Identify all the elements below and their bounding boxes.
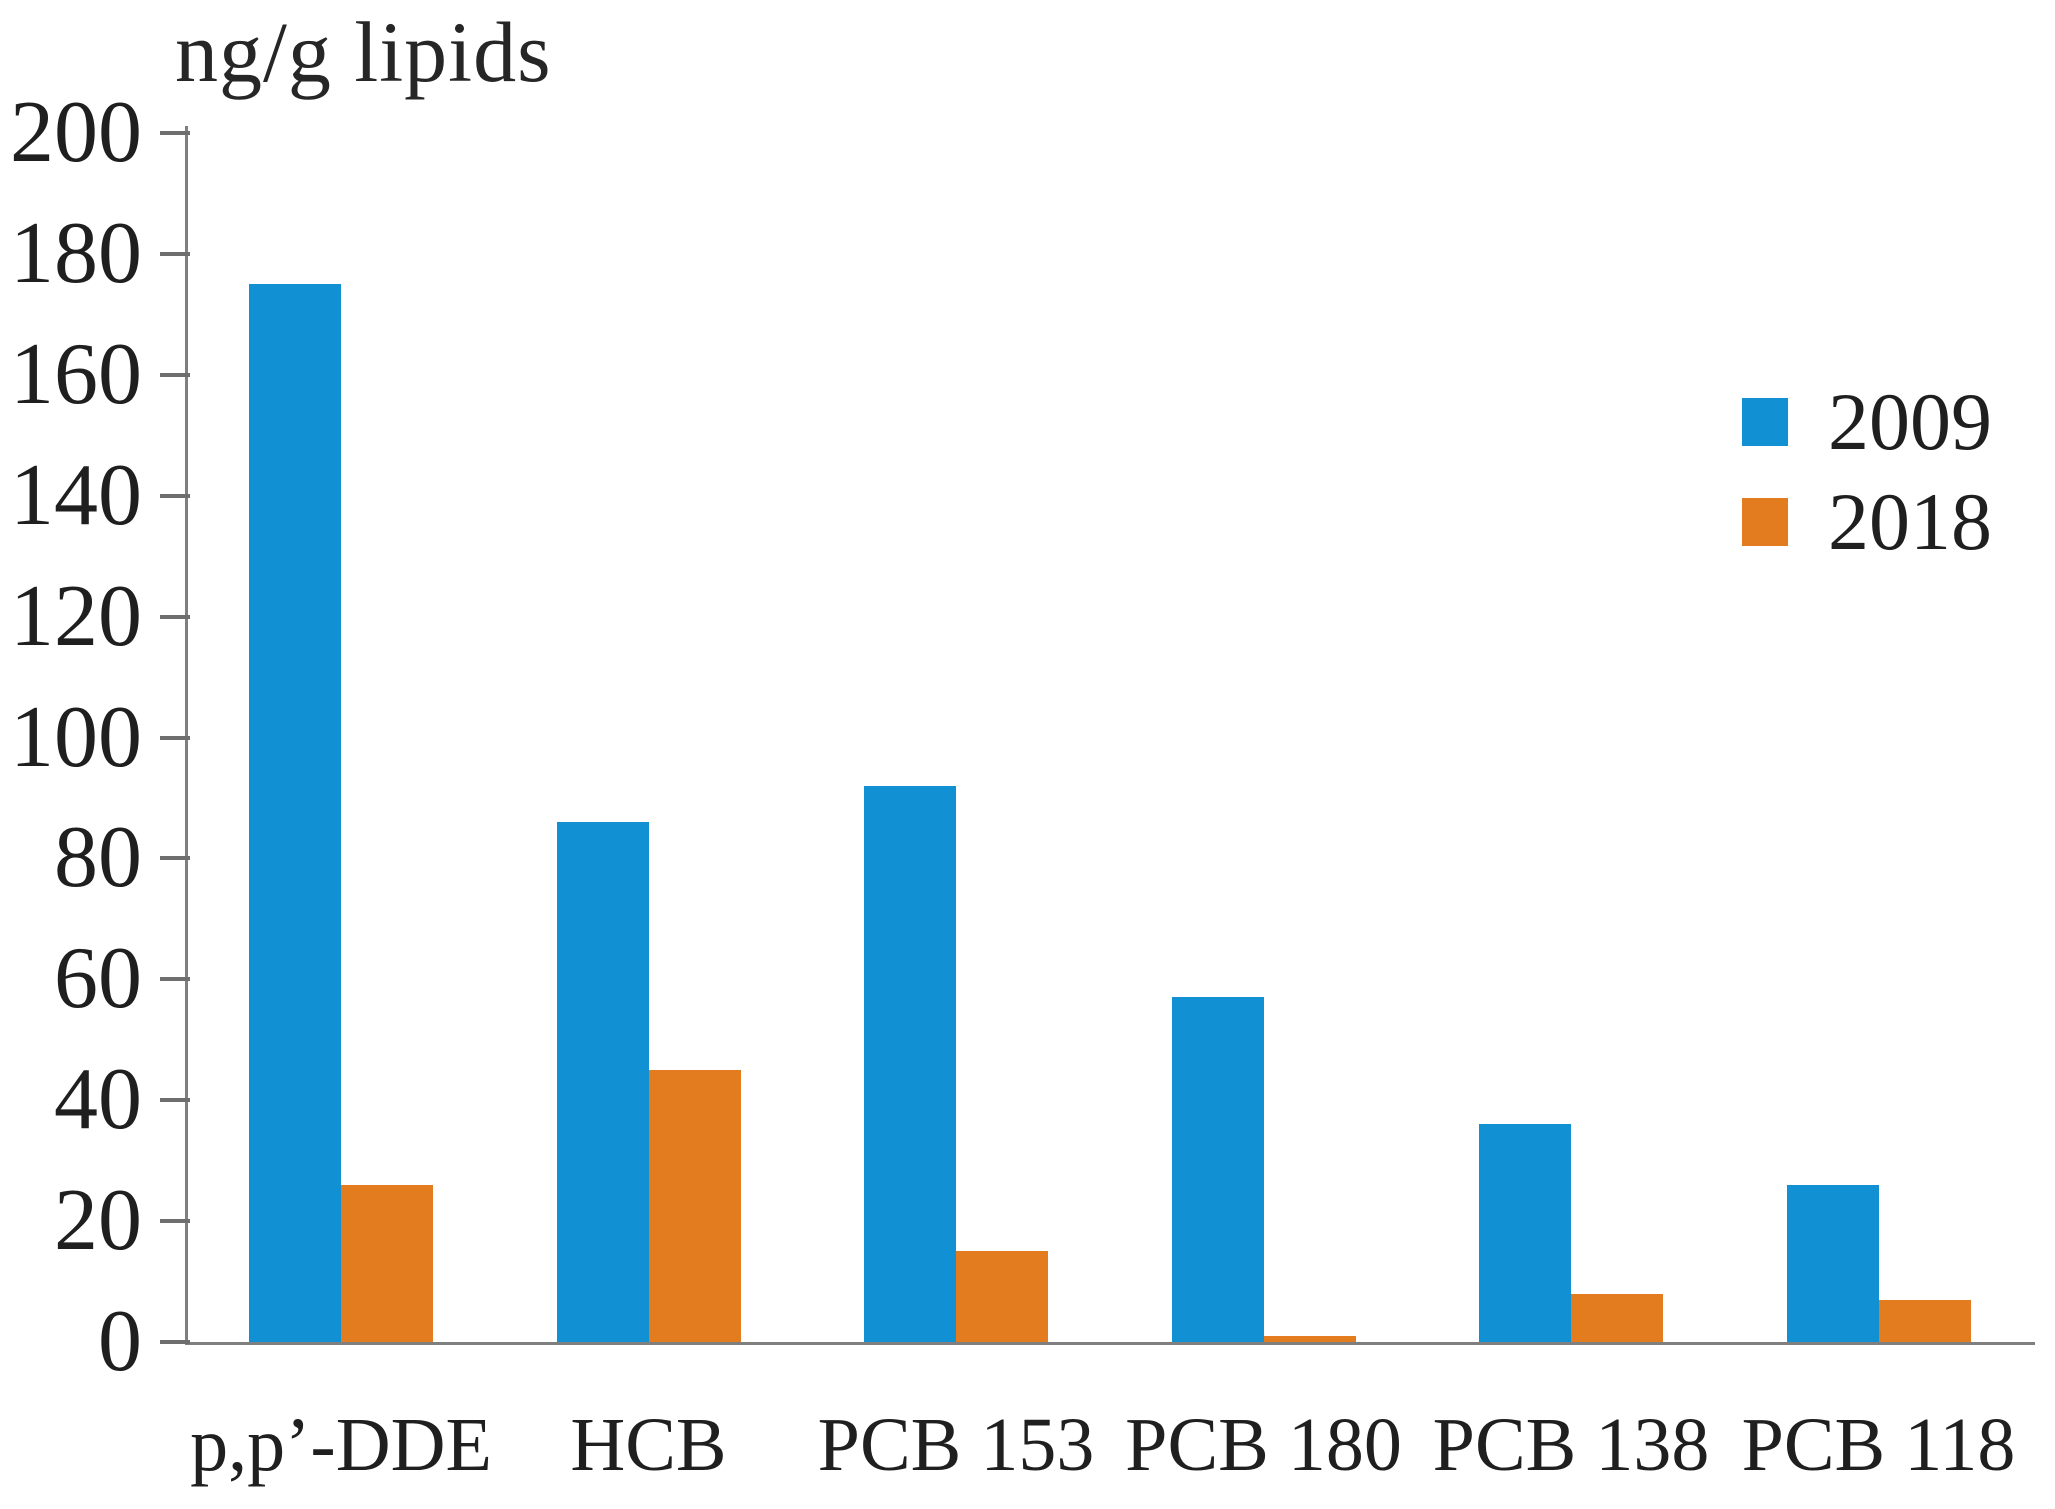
legend-label-2018: 2018 [1828, 476, 1992, 567]
legend-swatch-2009 [1742, 398, 1788, 446]
bar-2018-category-0 [341, 1184, 433, 1342]
legend-label-2009: 2009 [1828, 376, 1992, 467]
bar-2018-category-5 [1878, 1299, 1971, 1342]
bar-2009-category-2 [864, 785, 956, 1342]
y-tick-mark [160, 614, 190, 619]
x-axis-label: p,p’-DDE [190, 1403, 492, 1487]
y-tick-mark [160, 735, 190, 740]
y-axis-label: 120 [10, 567, 142, 665]
y-axis-label: 200 [10, 84, 142, 181]
y-tick-mark [160, 493, 190, 498]
chart-title: ng/g lipids [175, 4, 552, 100]
y-axis-label: 160 [10, 325, 142, 423]
bar-2009-category-1 [556, 822, 649, 1342]
x-axis-label: PCB 180 [1125, 1403, 1402, 1487]
y-tick-mark [160, 856, 190, 861]
y-tick-mark [160, 1219, 190, 1224]
y-axis-label: 180 [10, 204, 142, 302]
bar-2009-category-5 [1786, 1184, 1879, 1342]
y-axis-label: 100 [10, 688, 142, 786]
x-axis-label: HCB [570, 1403, 727, 1487]
y-tick-mark [160, 131, 190, 135]
bar-2009-category-4 [1479, 1124, 1571, 1342]
legend-item-2009: 2009 [1742, 372, 1992, 472]
y-tick-mark [160, 977, 190, 982]
x-axis-label: PCB 153 [817, 1403, 1095, 1487]
y-tick-mark [160, 1098, 190, 1103]
y-tick-mark [160, 251, 190, 256]
x-axis-label: PCB 118 [1741, 1403, 2016, 1487]
bar-2018-category-2 [956, 1251, 1048, 1342]
legend: 2009 2018 [1742, 372, 1992, 572]
y-axis-label: 60 [54, 930, 142, 1028]
y-axis-label: 0 [98, 1293, 142, 1390]
bar-2009-category-0 [249, 284, 341, 1342]
y-axis-label: 40 [54, 1051, 142, 1149]
y-axis-label: 140 [10, 446, 142, 544]
y-axis-label: 80 [54, 809, 142, 907]
y-tick-mark [160, 372, 190, 377]
legend-item-2018: 2018 [1742, 472, 1992, 572]
y-axis-label: 20 [54, 1172, 142, 1270]
legend-swatch-2018 [1742, 498, 1788, 546]
x-axis-line [185, 1342, 2035, 1345]
bar-2018-category-1 [648, 1069, 741, 1342]
y-tick-mark [160, 1340, 190, 1344]
bar-2009-category-3 [1171, 997, 1264, 1342]
bar-2018-category-4 [1571, 1293, 1663, 1342]
bar-2018-category-3 [1263, 1335, 1356, 1342]
x-axis-label: PCB 138 [1432, 1403, 1710, 1487]
